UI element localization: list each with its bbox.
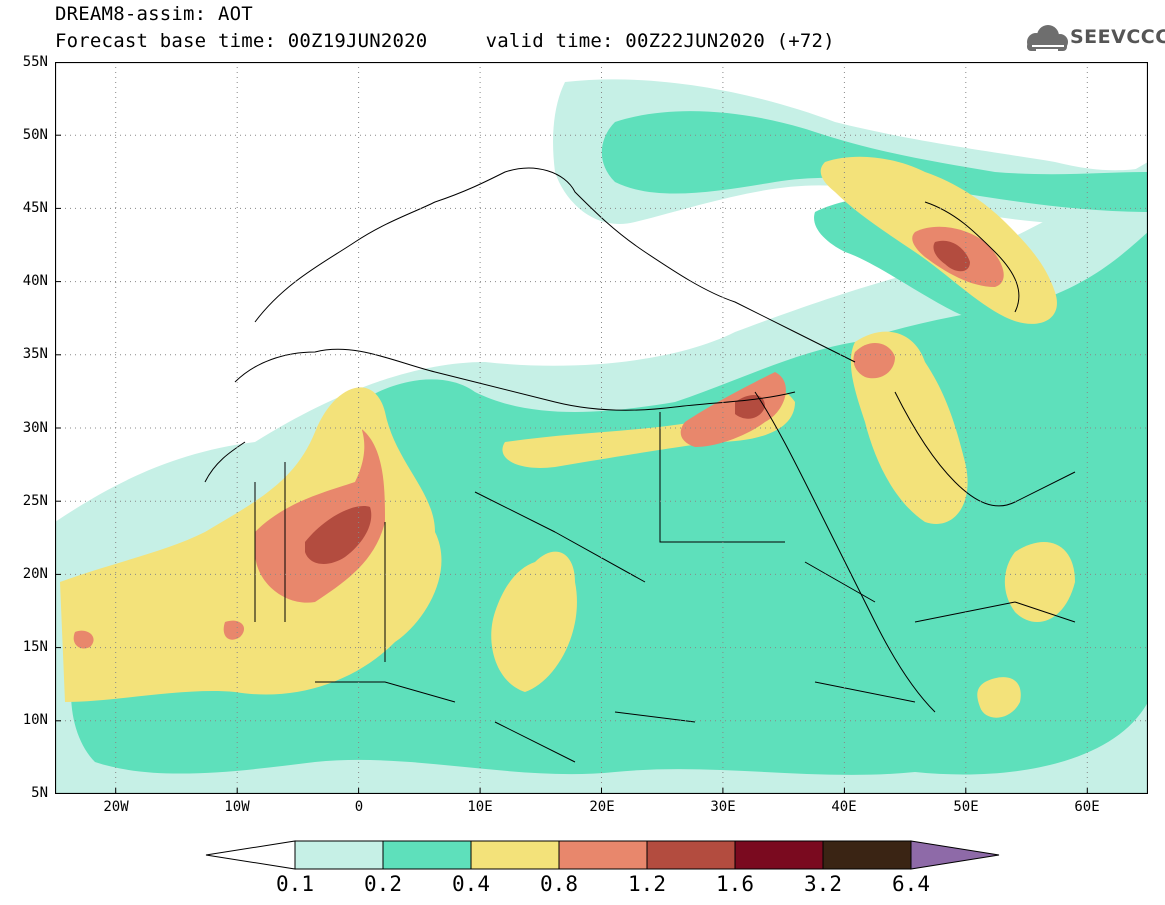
colorbar-bin <box>822 840 912 870</box>
lon-label: 60E <box>1074 799 1100 815</box>
map-title: DREAM8-assim: AOT <box>55 3 253 25</box>
colorbar-bin <box>734 840 824 870</box>
colorbar-bin <box>470 840 560 870</box>
colorbar-bin <box>294 840 384 870</box>
lat-label: 40N <box>22 273 48 289</box>
lat-label: 10N <box>22 712 48 728</box>
map-subtitle: Forecast base time: 00Z19JUN2020 valid t… <box>55 30 835 52</box>
colorbar-over-arrow <box>910 840 1000 870</box>
cloud-icon <box>1027 25 1068 51</box>
colorbar-bin <box>558 840 648 870</box>
colorbar <box>205 840 1000 870</box>
lat-label: 5N <box>31 785 48 801</box>
axis-ticks <box>55 134 1088 794</box>
colorbar-label: 1.2 <box>628 872 666 896</box>
lat-label: 25N <box>22 493 48 509</box>
lon-label: 10W <box>224 799 250 815</box>
lat-label: 15N <box>22 639 48 655</box>
lon-label: 20W <box>103 799 129 815</box>
colorbar-label: 0.8 <box>540 872 578 896</box>
aot-map <box>55 62 1148 794</box>
colorbar-label: 3.2 <box>804 872 842 896</box>
colorbar-under-arrow <box>205 840 296 870</box>
lat-label: 55N <box>22 54 48 70</box>
lat-label: 45N <box>22 200 48 216</box>
logo-text: SEEVCCC <box>1070 26 1165 48</box>
lon-label: 10E <box>467 799 493 815</box>
graticule <box>55 62 1148 794</box>
lon-label: 0 <box>354 799 364 815</box>
lon-label: 20E <box>589 799 615 815</box>
lat-label: 35N <box>22 346 48 362</box>
colorbar-label: 6.4 <box>892 872 930 896</box>
lat-label: 30N <box>22 420 48 436</box>
lon-label: 50E <box>953 799 979 815</box>
colorbar-bin <box>646 840 736 870</box>
lon-label: 30E <box>710 799 736 815</box>
lat-label: 50N <box>22 127 48 143</box>
colorbar-label: 0.4 <box>452 872 490 896</box>
colorbar-label: 1.6 <box>716 872 754 896</box>
colorbar-label: 0.2 <box>364 872 402 896</box>
lon-label: 40E <box>831 799 857 815</box>
lat-label: 20N <box>22 566 48 582</box>
colorbar-label: 0.1 <box>276 872 314 896</box>
colorbar-bin <box>382 840 472 870</box>
coastlines <box>204 167 1076 763</box>
